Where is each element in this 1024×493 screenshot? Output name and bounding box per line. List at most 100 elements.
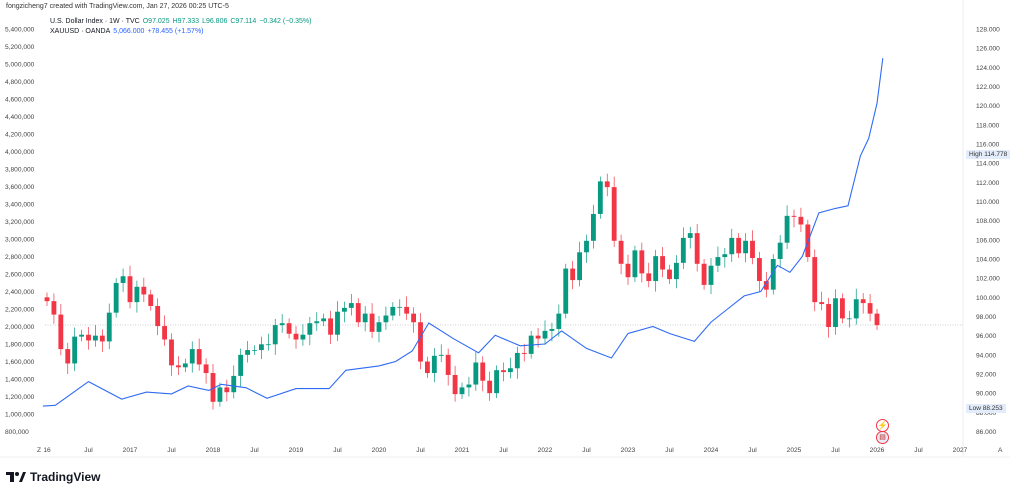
left-axis-tick: 1,400,000: [5, 377, 35, 384]
candle-body: [660, 256, 666, 270]
right-axis-tick: 90.000: [976, 391, 997, 398]
candle-body: [127, 276, 133, 303]
low-tag: Low 88.253: [966, 404, 1006, 413]
candle-body: [169, 339, 174, 366]
candle-body: [424, 361, 430, 374]
candle-body: [182, 363, 188, 368]
left-axis-tick: 5,400,000: [5, 27, 35, 34]
candle-body: [355, 303, 361, 323]
time-axis-tick: Jul: [914, 447, 923, 454]
candle-body: [196, 349, 202, 365]
candle-body: [279, 323, 285, 326]
candle-body: [99, 335, 105, 342]
time-axis-tick: 2018: [206, 447, 221, 454]
tradingview-logo-icon: [6, 472, 26, 482]
candle-body: [348, 303, 354, 308]
candle-body: [680, 237, 686, 263]
candle-body: [418, 322, 423, 362]
candle-body: [639, 250, 645, 274]
candle-body: [480, 362, 486, 381]
candle-body: [563, 268, 569, 314]
candle-body: [798, 216, 804, 225]
time-axis-tick: 2017: [123, 447, 138, 454]
candle-body: [584, 240, 589, 253]
dxy-close: C97.114: [230, 18, 257, 25]
right-axis[interactable]: 128.000 126.000 124.000 122.000 120.000 118.0…: [976, 27, 1000, 437]
candle-body: [839, 298, 845, 319]
candle-body: [404, 306, 410, 314]
tradingview-logo[interactable]: TradingView: [6, 470, 100, 484]
right-axis-tick: 120.000: [976, 103, 1000, 110]
time-axis-tick: 2023: [621, 447, 636, 454]
candle-body: [141, 286, 147, 295]
left-axis-tick: 1,200,000: [5, 394, 35, 401]
candle-body: [210, 373, 216, 402]
candle-body: [570, 268, 576, 281]
candle-body: [535, 335, 541, 339]
left-axis-tick: 3,000,000: [5, 237, 35, 244]
legend-gold[interactable]: XAUUSD · OANDA 5,066.000 +78.455 (+1.57%): [50, 27, 314, 37]
candle-body: [106, 312, 112, 342]
time-axis-tick: 2020: [372, 447, 387, 454]
candle-body: [272, 325, 278, 345]
right-axis-tick: 116.000: [976, 142, 1000, 149]
candle-body: [729, 237, 735, 255]
candle-body: [501, 370, 506, 373]
candle-body: [701, 263, 707, 285]
candle-body: [473, 362, 479, 385]
left-axis-tick: 3,800,000: [5, 167, 35, 174]
candle-body: [175, 365, 181, 368]
candle-body: [362, 313, 368, 323]
time-axis-tick: 2021: [455, 447, 470, 454]
left-axis-tick: 5,200,000: [5, 44, 35, 51]
left-axis-tick: 2,000,000: [5, 324, 35, 331]
candle-body: [625, 263, 631, 278]
time-axis-tick: Jul: [250, 447, 259, 454]
us-flag-icon[interactable]: ▤: [876, 431, 889, 444]
candle-body: [632, 250, 638, 278]
candle-body: [673, 262, 679, 280]
candle-body: [65, 349, 71, 364]
left-axis-tick: 2,600,000: [5, 272, 35, 279]
candle-body: [743, 240, 749, 254]
legend-dxy[interactable]: U.S. Dollar Index · 1W · TVC O97.025 H97.3…: [50, 17, 314, 27]
time-axis-tick: 2019: [289, 447, 304, 454]
candle-body: [445, 354, 451, 375]
candle-body: [687, 233, 693, 238]
zoom-reset-button[interactable]: Z: [37, 447, 41, 454]
candle-body: [750, 240, 755, 259]
xauusd-line: [42, 58, 884, 407]
candle-body: [611, 187, 617, 241]
candle-body: [307, 323, 313, 335]
left-axis[interactable]: 5,400,000 5,200,000 5,000,000 4,800,000 4,60…: [5, 27, 35, 437]
time-axis[interactable]: 16 Jul 2017 Jul 2018 Jul 2019 Jul 2020 Jul 2021 Jul…: [43, 447, 967, 454]
left-axis-tick: 4,600,000: [5, 97, 35, 104]
candle-body: [521, 352, 527, 354]
candle-body: [597, 181, 603, 214]
candle-body: [231, 375, 237, 393]
candle-body: [459, 387, 465, 395]
dxy-open: O97.025: [142, 18, 170, 25]
left-axis-tick: 3,400,000: [5, 202, 35, 209]
candle-body: [494, 370, 500, 394]
candle-body: [134, 286, 140, 303]
left-axis-tick: 3,200,000: [5, 219, 35, 226]
right-axis-tick: 98.000: [976, 314, 997, 321]
left-axis-tick: 800,000: [5, 429, 29, 436]
high-tag: High 114.778: [966, 150, 1011, 159]
auto-scale-button[interactable]: A: [998, 447, 1003, 454]
right-axis-tick: 102.000: [976, 276, 1000, 283]
dxy-change: −0.342 (−0.35%): [259, 18, 312, 25]
candle-body: [867, 303, 873, 314]
left-axis-tick: 3,600,000: [5, 184, 35, 191]
candle-body: [238, 354, 244, 376]
candle-body: [874, 313, 880, 326]
candle-body: [155, 305, 161, 327]
candle-body: [452, 374, 458, 395]
right-axis-tick: 92.000: [976, 372, 997, 379]
tradingview-logo-text: TradingView: [30, 470, 101, 484]
left-axis-tick: 2,200,000: [5, 307, 35, 314]
chart-credit: fongzicheng7 created with TradingView.co…: [6, 3, 229, 10]
right-axis-tick: 118.000: [976, 122, 1000, 129]
